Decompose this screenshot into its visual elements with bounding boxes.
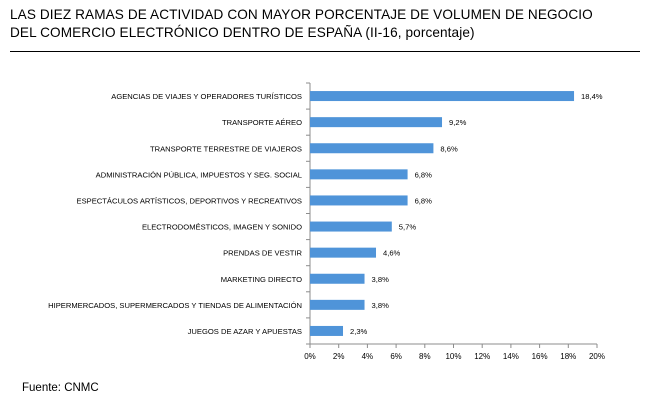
data-label: 3,8% — [372, 275, 390, 284]
x-tick-label: 4% — [362, 352, 374, 361]
x-tick-label: 18% — [560, 352, 576, 361]
bar — [310, 195, 408, 206]
title-line-1: LAS DIEZ RAMAS DE ACTIVIDAD CON MAYOR PO… — [10, 7, 593, 22]
data-label: 18,4% — [581, 92, 603, 101]
x-tick-label: 10% — [445, 352, 461, 361]
category-label: PRENDAS DE VESTIR — [223, 249, 302, 258]
data-label: 6,8% — [415, 170, 433, 179]
bar — [310, 325, 344, 336]
category-label: AGENCIAS DE VIAJES Y OPERADORES TURÍSTIC… — [111, 92, 302, 101]
x-tick-label: 8% — [419, 352, 431, 361]
category-label: ADMINISTRACIÓN PÚBLICA, IMPUESTOS Y SEG.… — [96, 170, 302, 179]
chart-title: LAS DIEZ RAMAS DE ACTIVIDAD CON MAYOR PO… — [10, 6, 640, 42]
data-label: 3,8% — [372, 301, 390, 310]
data-label: 9,2% — [449, 118, 467, 127]
category-label: ESPECTÁCULOS ARTÍSTICOS, DEPORTIVOS Y RE… — [77, 196, 302, 205]
bar — [310, 117, 443, 128]
category-label: JUEGOS DE AZAR Y APUESTAS — [188, 327, 302, 336]
bar — [310, 169, 408, 180]
data-label: 5,7% — [399, 223, 417, 232]
x-tick-label: 12% — [474, 352, 490, 361]
bar — [310, 143, 434, 154]
title-line-2: DEL COMERCIO ELECTRÓNICO DENTRO DE ESPAÑ… — [10, 25, 475, 40]
x-tick-label: 6% — [390, 352, 402, 361]
data-label: 4,6% — [383, 249, 401, 258]
category-label: MARKETING DIRECTO — [221, 275, 302, 284]
category-label: TRANSPORTE TERRESTRE DE VIAJEROS — [150, 144, 302, 153]
x-tick-label: 16% — [532, 352, 548, 361]
bar — [310, 91, 575, 102]
data-label: 2,3% — [350, 327, 368, 336]
data-label: 6,8% — [415, 196, 433, 205]
x-tick-label: 0% — [304, 352, 316, 361]
category-label: TRANSPORTE AÉREO — [222, 118, 302, 127]
data-label: 8,6% — [440, 144, 458, 153]
x-tick-label: 2% — [333, 352, 345, 361]
bar — [310, 273, 365, 284]
category-label: ELECTRODOMÉSTICOS, IMAGEN Y SONIDO — [142, 223, 302, 232]
source-note: Fuente: CNMC — [22, 382, 99, 394]
x-tick-label: 14% — [503, 352, 519, 361]
bar — [310, 221, 392, 232]
category-label: HIPERMERCADOS, SUPERMERCADOS Y TIENDAS D… — [48, 301, 302, 310]
title-divider — [10, 51, 640, 52]
bar — [310, 299, 365, 310]
x-tick-label: 20% — [589, 352, 605, 361]
bar — [310, 247, 377, 258]
